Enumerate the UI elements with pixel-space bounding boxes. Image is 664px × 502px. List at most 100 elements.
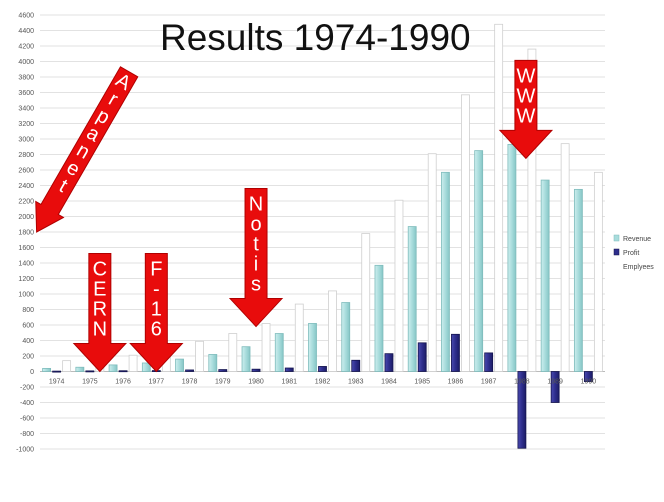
bar-profit-1976 bbox=[118, 370, 128, 373]
x-tick-label: 1977 bbox=[149, 379, 165, 386]
legend-swatch bbox=[613, 248, 620, 256]
y-tick-label: 3800 bbox=[18, 75, 34, 82]
x-tick-label: 1978 bbox=[182, 379, 198, 386]
y-tick-label: 4000 bbox=[18, 59, 34, 66]
bar-profit-1974 bbox=[52, 370, 62, 373]
legend-swatch bbox=[613, 234, 620, 242]
y-tick-label: 2400 bbox=[18, 183, 34, 190]
y-tick-label: 1000 bbox=[18, 292, 34, 299]
y-tick-label: 0 bbox=[30, 369, 34, 376]
bar-emplyees-1983 bbox=[361, 233, 371, 372]
bar-revenue-1981 bbox=[274, 333, 284, 372]
y-tick-label: 2000 bbox=[18, 214, 34, 221]
chart-title: Results 1974-1990 bbox=[160, 17, 471, 58]
x-tick-label: 1975 bbox=[82, 379, 98, 386]
annotation-arrow-f-16: F-16 bbox=[129, 253, 184, 373]
annotation-letter: R bbox=[93, 299, 107, 321]
annotation-letter: N bbox=[249, 194, 263, 216]
legend-label: Profit bbox=[623, 250, 639, 257]
bars bbox=[42, 23, 603, 449]
bar-revenue-1989 bbox=[540, 179, 550, 372]
annotation-letter: W bbox=[516, 65, 535, 87]
bar-emplyees-1978 bbox=[195, 340, 204, 372]
annotation-letter: E bbox=[93, 279, 106, 301]
bar-profit-1986 bbox=[451, 333, 460, 372]
bar-revenue-1984 bbox=[374, 264, 384, 372]
x-tick-label: 1976 bbox=[115, 379, 131, 386]
bar-emplyees-1985 bbox=[427, 153, 437, 372]
annotation-letter: 1 bbox=[151, 299, 162, 321]
bar-profit-1988 bbox=[517, 371, 527, 449]
annotation-letter: W bbox=[516, 105, 535, 127]
bar-emplyees-1989 bbox=[560, 143, 570, 372]
bar-revenue-1986 bbox=[441, 171, 450, 372]
annotation-letter: i bbox=[254, 254, 258, 276]
x-tick-label: 1984 bbox=[381, 379, 397, 386]
annotation-letter: o bbox=[250, 214, 261, 236]
bar-emplyees-1981 bbox=[294, 303, 304, 372]
y-tick-label: -1000 bbox=[16, 447, 34, 454]
y-tick-label: 3000 bbox=[18, 137, 34, 144]
bar-emplyees-1980 bbox=[261, 323, 271, 372]
bar-profit-1979 bbox=[218, 369, 228, 372]
x-tick-label: 1982 bbox=[315, 379, 331, 386]
bar-revenue-1987 bbox=[474, 150, 484, 372]
bar-revenue-1988 bbox=[507, 144, 517, 372]
bar-emplyees-1990 bbox=[593, 171, 603, 372]
annotation-letter: t bbox=[253, 234, 259, 256]
annotation-letter: N bbox=[93, 319, 107, 341]
y-tick-label: -600 bbox=[20, 416, 34, 423]
y-tick-label: -800 bbox=[20, 431, 34, 438]
x-tick-label: 1981 bbox=[281, 379, 297, 386]
y-tick-label: 1600 bbox=[18, 245, 34, 252]
bar-revenue-1974 bbox=[42, 367, 52, 372]
y-tick-label: 1400 bbox=[18, 261, 34, 268]
legend-swatch bbox=[614, 263, 619, 269]
bar-profit-1987 bbox=[484, 352, 494, 372]
bar-emplyees-1984 bbox=[394, 199, 404, 372]
x-tick-label: 1985 bbox=[414, 379, 430, 386]
y-tick-label: 4200 bbox=[18, 44, 34, 51]
annotation-arrow-www: WWW bbox=[498, 59, 554, 160]
x-tick-label: 1974 bbox=[49, 379, 65, 386]
bar-profit-1985 bbox=[417, 342, 427, 372]
bar-profit-1984 bbox=[384, 353, 394, 372]
bar-profit-1983 bbox=[351, 359, 361, 372]
x-tick-label: 1979 bbox=[215, 379, 231, 386]
annotation-letter: C bbox=[93, 259, 107, 281]
legend-label: Emplyees bbox=[623, 264, 654, 271]
bar-profit-1982 bbox=[318, 366, 327, 372]
annotation-letter: 6 bbox=[151, 319, 162, 341]
bar-profit-1989 bbox=[550, 371, 560, 403]
bar-emplyees-1982 bbox=[328, 290, 337, 372]
x-tick-label: 1987 bbox=[481, 379, 497, 386]
y-tick-label: 3600 bbox=[18, 90, 34, 97]
y-tick-label: 4400 bbox=[18, 28, 34, 35]
bar-profit-1981 bbox=[284, 367, 294, 372]
x-axis: 1974 1975 1976 1977 1978 1979 1980 1981 1982 1983… bbox=[49, 379, 596, 386]
annotation-letter: - bbox=[153, 279, 160, 301]
x-tick-label: 1986 bbox=[448, 379, 464, 386]
bar-revenue-1979 bbox=[208, 354, 218, 372]
x-tick-label: 1988 bbox=[514, 379, 530, 386]
bar-profit-1980 bbox=[251, 368, 261, 372]
y-tick-label: 600 bbox=[22, 323, 34, 330]
bar-profit-1978 bbox=[185, 369, 194, 372]
bar-revenue-1990 bbox=[573, 188, 583, 372]
annotation-letter: s bbox=[251, 274, 261, 296]
bar-revenue-1980 bbox=[241, 346, 251, 372]
bar-revenue-1978 bbox=[175, 358, 184, 372]
x-tick-label: 1990 bbox=[581, 379, 597, 386]
bar-revenue-1985 bbox=[407, 226, 417, 372]
bar-emplyees-1974 bbox=[62, 360, 72, 372]
bar-profit-1975 bbox=[85, 370, 95, 373]
bar-emplyees-1976 bbox=[128, 354, 138, 372]
legend-label: Revenue bbox=[623, 236, 651, 243]
x-tick-label: 1989 bbox=[547, 379, 563, 386]
bar-emplyees-1979 bbox=[228, 333, 238, 372]
